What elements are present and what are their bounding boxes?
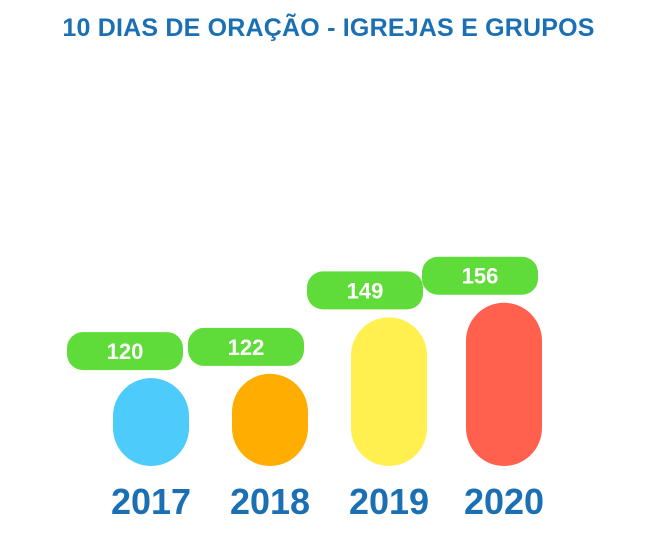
bar-2020 [466, 302, 542, 466]
bar-2018 [232, 373, 308, 466]
category-label-2017: 2017 [111, 481, 191, 522]
value-pill-2019 [307, 271, 423, 310]
chart-title: 10 DIAS DE ORAÇÃO - IGREJAS E GRUPOS [62, 14, 595, 42]
category-label-2018: 2018 [230, 481, 310, 522]
value-label-2020: 156 [462, 264, 499, 289]
bar-2019 [351, 317, 427, 466]
value-pill-2017 [67, 332, 183, 371]
value-label-2019: 149 [347, 278, 384, 303]
value-pill-2020 [422, 256, 538, 295]
value-label-2018: 122 [228, 335, 265, 360]
value-label-2017: 120 [107, 339, 144, 364]
value-pill-2018 [188, 327, 304, 366]
category-label-2020: 2020 [464, 481, 544, 522]
category-label-2019: 2019 [349, 481, 429, 522]
bar-2017 [113, 378, 189, 466]
